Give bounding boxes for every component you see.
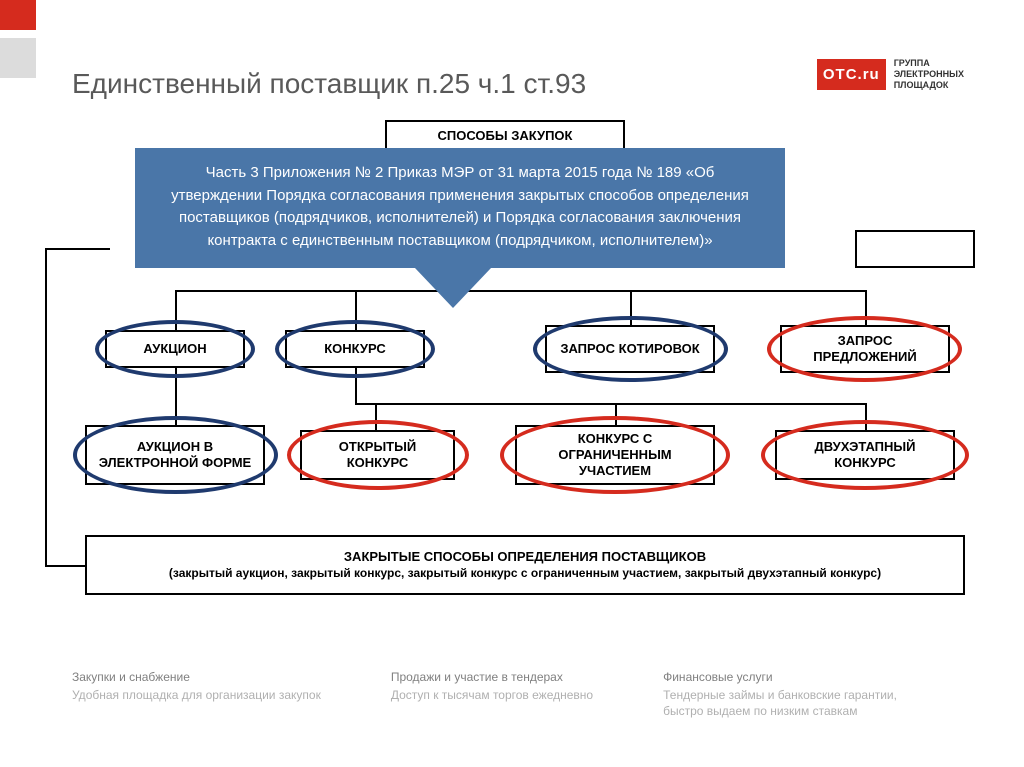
flow-box-right1 [855,230,975,268]
footer-column: Продажи и участие в тендерах Доступ к тыс… [391,670,593,719]
connector-line [375,403,377,430]
diagram-canvas: СПОСОБЫ ЗАКУПОКАУКЦИОНКОНКУРСЗАПРОС КОТИ… [45,120,985,620]
connector-line [45,565,85,567]
footer-head: Продажи и участие в тендерах [391,670,593,684]
logo: OTC.ru ГРУППА ЭЛЕКТРОННЫХ ПЛОЩАДОК [817,58,964,90]
footer: Закупки и снабжение Удобная площадка для … [72,670,897,719]
connector-line [175,368,177,425]
connector-line [355,368,357,403]
footer-sub: Тендерные займы и банковские гарантии, б… [663,687,897,719]
corner-accent-red [0,0,36,30]
connector-line [355,403,865,405]
connector-line [865,403,867,430]
footer-sub: Удобная площадка для организации закупок [72,687,321,703]
callout-arrow-icon [415,268,491,308]
flow-box-pred: ЗАПРОС ПРЕДЛОЖЕНИЙ [780,325,950,373]
flow-box-ogr_k: КОНКУРС С ОГРАНИЧЕННЫМ УЧАСТИЕМ [515,425,715,485]
footer-head: Закупки и снабжение [72,670,321,684]
connector-line [45,248,47,565]
connector-line [865,290,867,325]
logo-badge: OTC.ru [817,59,886,90]
footer-head: Финансовые услуги [663,670,897,684]
connector-line [175,290,177,330]
callout-box: Часть 3 Приложения № 2 Приказ МЭР от 31 … [135,148,785,268]
connector-line [615,403,617,425]
logo-text: ГРУППА ЭЛЕКТРОННЫХ ПЛОЩАДОК [894,58,964,90]
footer-column: Закупки и снабжение Удобная площадка для … [72,670,321,719]
page-title: Единственный поставщик п.25 ч.1 ст.93 [72,68,586,100]
connector-line [630,290,632,325]
flow-box-open_k: ОТКРЫТЫЙ КОНКУРС [300,430,455,480]
connector-line [355,290,357,330]
connector-line [175,290,865,292]
flow-box-auction: АУКЦИОН [105,330,245,368]
closed-methods-box: ЗАКРЫТЫЕ СПОСОБЫ ОПРЕДЕЛЕНИЯ ПОСТАВЩИКОВ… [85,535,965,595]
flow-box-kot: ЗАПРОС КОТИРОВОК [545,325,715,373]
connector-line [45,248,110,250]
footer-sub: Доступ к тысячам торгов ежедневно [391,687,593,703]
flow-box-dvuh_k: ДВУХЭТАПНЫЙ КОНКУРС [775,430,955,480]
flow-box-konkurs: КОНКУРС [285,330,425,368]
corner-accent-grey [0,38,36,78]
footer-column: Финансовые услуги Тендерные займы и банко… [663,670,897,719]
flow-box-eform: АУКЦИОН В ЭЛЕКТРОННОЙ ФОРМЕ [85,425,265,485]
